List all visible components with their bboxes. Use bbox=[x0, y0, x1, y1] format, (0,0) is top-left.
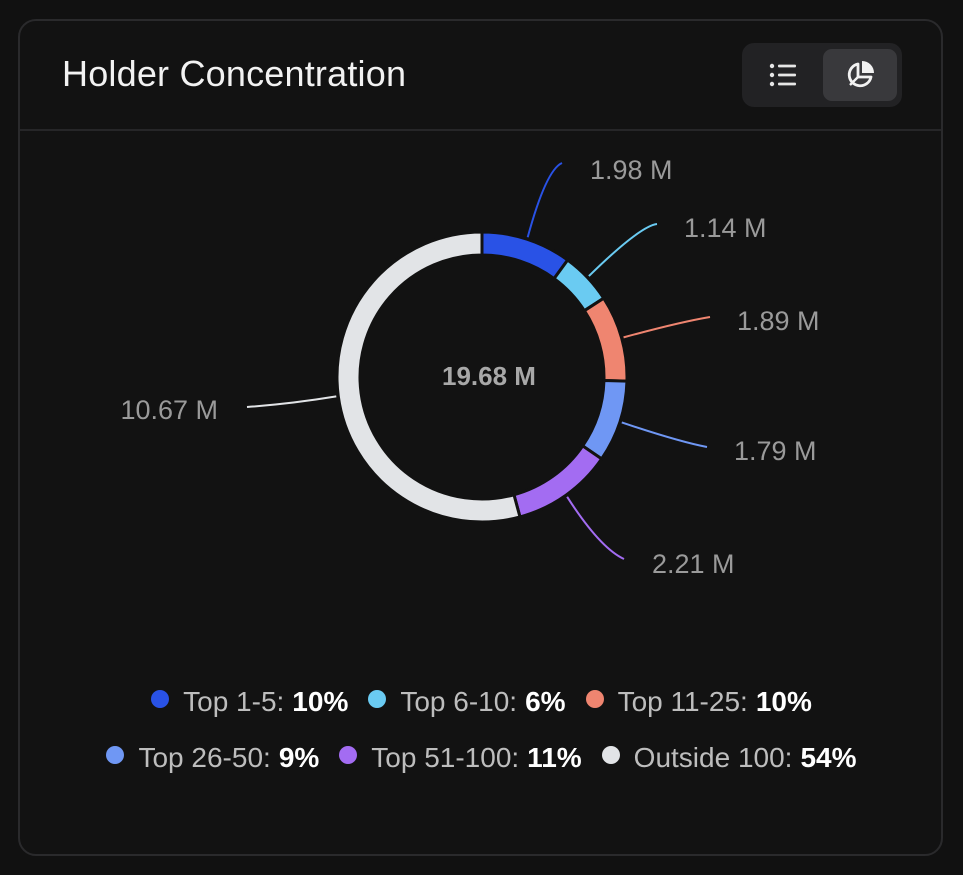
view-toggle bbox=[742, 43, 902, 107]
legend-item[interactable]: Top 6-10: 6% bbox=[368, 686, 566, 718]
legend-item[interactable]: Top 1-5: 10% bbox=[151, 686, 348, 718]
slice-value-label: 1.98 M bbox=[590, 155, 673, 185]
donut-slice-top-51-100[interactable] bbox=[512, 443, 604, 519]
connector-line bbox=[566, 496, 625, 560]
donut-slice-outside-100[interactable] bbox=[335, 230, 522, 524]
legend-item[interactable]: Top 51-100: 11% bbox=[339, 742, 582, 774]
legend-item[interactable]: Top 26-50: 9% bbox=[106, 742, 319, 774]
legend-percent: 6% bbox=[525, 686, 566, 717]
donut-slice-top-1-5[interactable] bbox=[480, 230, 570, 281]
connector-line bbox=[526, 162, 563, 238]
legend-dot bbox=[368, 690, 387, 708]
legend-label: Top 26-50: bbox=[138, 742, 271, 773]
legend-dot bbox=[601, 746, 620, 764]
legend-dot bbox=[585, 690, 604, 708]
donut-slice-top-26-50[interactable] bbox=[580, 378, 629, 461]
legend-dot bbox=[339, 746, 358, 764]
connector-line bbox=[621, 421, 708, 448]
legend-label: Top 6-10: bbox=[400, 686, 518, 717]
legend-label: Outside 100: bbox=[633, 742, 793, 773]
connector-line bbox=[246, 395, 337, 408]
legend-row-2: Top 26-50: 9% Top 51-100: 11% Outside 100: 54… bbox=[0, 742, 963, 774]
list-icon bbox=[769, 63, 796, 87]
legend-percent: 10% bbox=[292, 686, 349, 717]
legend-item[interactable]: Top 11-25: 10% bbox=[585, 686, 812, 718]
holder-concentration-card: Holder Concentration bbox=[18, 19, 943, 856]
legend-dot bbox=[106, 746, 125, 764]
slice-value-label: 10.67 M bbox=[120, 395, 218, 425]
legend-percent: 11% bbox=[527, 742, 582, 773]
slice-value-label: 1.14 M bbox=[684, 213, 767, 243]
legend-percent: 54% bbox=[800, 742, 857, 773]
legend-row-1: Top 1-5: 10% Top 6-10: 6% Top 11-25: 10% bbox=[0, 686, 963, 718]
legend-dot bbox=[151, 690, 170, 708]
donut-slice-top-11-25[interactable] bbox=[582, 296, 629, 383]
card-title: Holder Concentration bbox=[62, 53, 407, 94]
list-view-button[interactable] bbox=[746, 49, 820, 101]
legend-label: Top 51-100: bbox=[371, 742, 520, 773]
center-total-label: 19.68 M bbox=[442, 361, 536, 391]
pie-chart-icon bbox=[847, 61, 874, 88]
legend-percent: 9% bbox=[278, 742, 320, 773]
slice-value-label: 1.89 M bbox=[737, 306, 820, 336]
connector-line bbox=[623, 316, 711, 339]
slice-value-label: 1.79 M bbox=[734, 436, 817, 466]
legend-label: Top 11-25: bbox=[617, 686, 748, 717]
card-header: Holder Concentration bbox=[20, 21, 941, 131]
slice-value-label: 2.21 M bbox=[652, 549, 735, 579]
legend-label: Top 1-5: bbox=[183, 686, 285, 717]
connector-line bbox=[588, 223, 658, 277]
pie-view-button[interactable] bbox=[823, 49, 897, 101]
legend-percent: 10% bbox=[755, 686, 812, 717]
legend-item[interactable]: Outside 100: 54% bbox=[601, 742, 857, 774]
